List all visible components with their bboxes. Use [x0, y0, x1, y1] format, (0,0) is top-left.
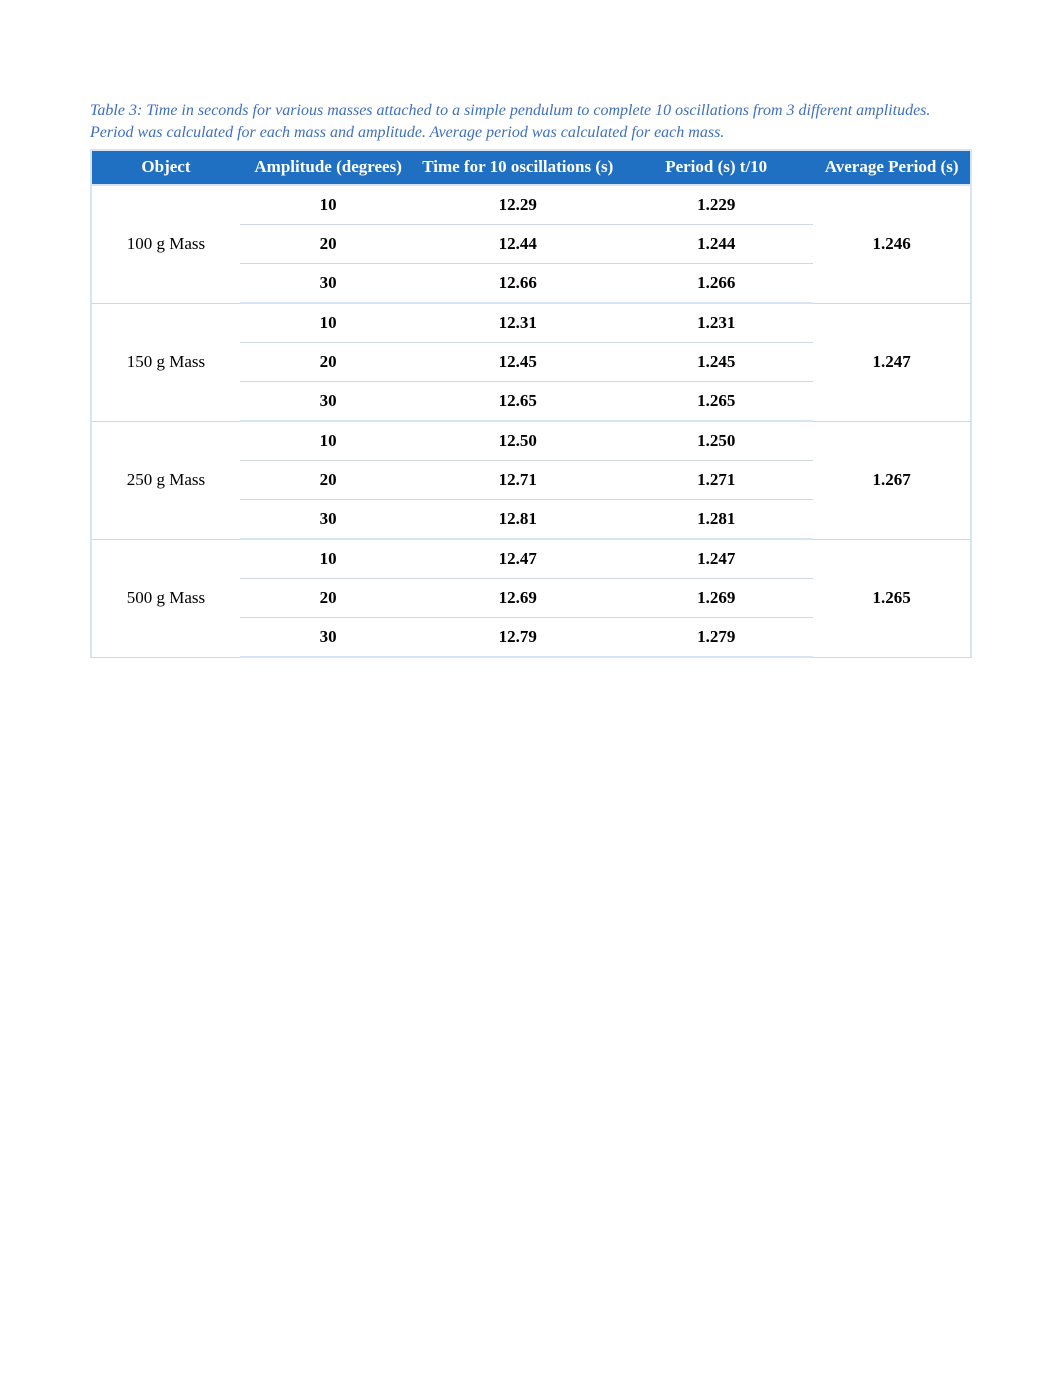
col-header-time10: Time for 10 oscillations (s): [416, 149, 619, 185]
time10-cell: 12.29: [416, 186, 619, 225]
time10-cell: 12.45: [416, 343, 619, 382]
period-cell: 1.265: [619, 382, 813, 422]
time10-cell: 12.31: [416, 304, 619, 343]
time10-cell: 12.81: [416, 500, 619, 540]
table-caption: Table 3: Time in seconds for various mas…: [90, 100, 972, 143]
object-cell: 150 g Mass: [90, 304, 240, 422]
amplitude-cell: 10: [240, 540, 416, 579]
amplitude-cell: 30: [240, 382, 416, 422]
period-cell: 1.266: [619, 264, 813, 304]
col-header-object: Object: [90, 149, 240, 185]
table-row: 500 g Mass 10 12.47 1.247 1.265: [90, 540, 972, 579]
amplitude-cell: 10: [240, 422, 416, 461]
col-header-avgperiod: Average Period (s): [813, 149, 972, 185]
col-header-period: Period (s) t/10: [619, 149, 813, 185]
table-row: 250 g Mass 10 12.50 1.250 1.267: [90, 422, 972, 461]
table-row: 150 g Mass 10 12.31 1.231 1.247: [90, 304, 972, 343]
period-cell: 1.229: [619, 186, 813, 225]
time10-cell: 12.69: [416, 579, 619, 618]
period-cell: 1.250: [619, 422, 813, 461]
time10-cell: 12.47: [416, 540, 619, 579]
period-cell: 1.279: [619, 618, 813, 658]
period-cell: 1.271: [619, 461, 813, 500]
amplitude-cell: 20: [240, 579, 416, 618]
amplitude-cell: 20: [240, 461, 416, 500]
object-cell: 500 g Mass: [90, 540, 240, 658]
object-cell: 250 g Mass: [90, 422, 240, 540]
time10-cell: 12.66: [416, 264, 619, 304]
period-cell: 1.247: [619, 540, 813, 579]
time10-cell: 12.71: [416, 461, 619, 500]
period-cell: 1.244: [619, 225, 813, 264]
amplitude-cell: 10: [240, 304, 416, 343]
time10-cell: 12.44: [416, 225, 619, 264]
amplitude-cell: 10: [240, 186, 416, 225]
amplitude-cell: 30: [240, 264, 416, 304]
time10-cell: 12.79: [416, 618, 619, 658]
avgperiod-cell: 1.265: [813, 540, 972, 658]
time10-cell: 12.65: [416, 382, 619, 422]
amplitude-cell: 30: [240, 618, 416, 658]
amplitude-cell: 30: [240, 500, 416, 540]
table-row: 100 g Mass 10 12.29 1.229 1.246: [90, 186, 972, 225]
period-cell: 1.231: [619, 304, 813, 343]
avgperiod-cell: 1.267: [813, 422, 972, 540]
period-cell: 1.245: [619, 343, 813, 382]
table-header-row: Object Amplitude (degrees) Time for 10 o…: [90, 149, 972, 185]
time10-cell: 12.50: [416, 422, 619, 461]
period-cell: 1.281: [619, 500, 813, 540]
avgperiod-cell: 1.246: [813, 186, 972, 304]
avgperiod-cell: 1.247: [813, 304, 972, 422]
amplitude-cell: 20: [240, 225, 416, 264]
amplitude-cell: 20: [240, 343, 416, 382]
object-cell: 100 g Mass: [90, 186, 240, 304]
period-cell: 1.269: [619, 579, 813, 618]
col-header-amplitude: Amplitude (degrees): [240, 149, 416, 185]
pendulum-data-table: Object Amplitude (degrees) Time for 10 o…: [90, 149, 972, 657]
